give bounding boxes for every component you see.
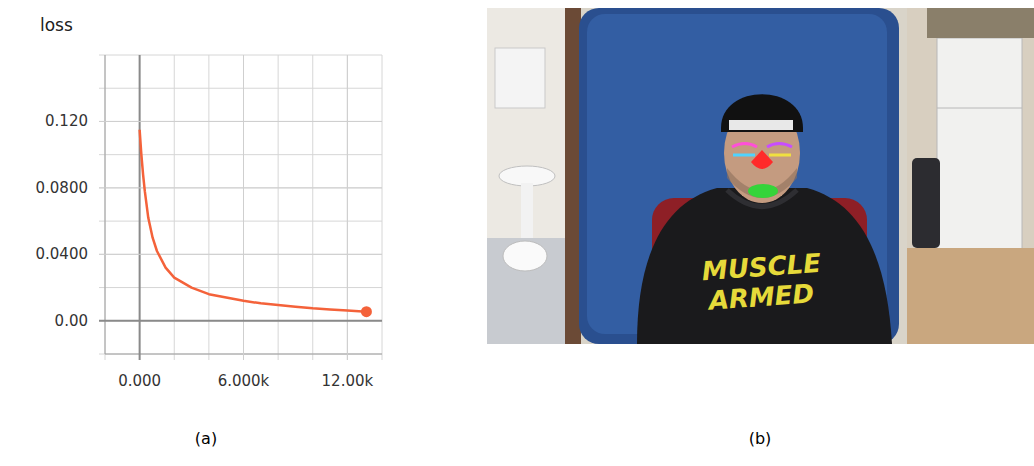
axis-frame-left: [105, 55, 106, 354]
grid-line-y: [99, 320, 382, 321]
grid-line-y: [99, 88, 382, 89]
x-tick: [139, 55, 141, 360]
y-tick: [99, 320, 382, 322]
panel-label: (b): [749, 429, 772, 448]
cap: [721, 94, 803, 132]
landmark-mouth: [748, 184, 778, 198]
grid-line-y: [99, 254, 382, 255]
floor: [907, 248, 1034, 344]
marks: [140, 130, 372, 317]
chart-title: loss: [40, 15, 73, 35]
grid-line-x: [278, 55, 279, 360]
shirt-text: ARMED: [706, 278, 815, 315]
grid-line-x: [208, 55, 209, 360]
grid-line-x: [382, 55, 383, 360]
x-tick: [347, 55, 348, 360]
cabinet: [495, 48, 545, 108]
y-tick: [99, 254, 382, 255]
loss-line: [140, 130, 367, 312]
y-tick: [99, 187, 382, 188]
photo: MUSCLEARMED: [487, 8, 1034, 344]
x-tick-label: 6.000k: [218, 372, 270, 390]
grid-line-x: [105, 55, 106, 360]
landmark-eye-left: [733, 154, 755, 157]
fridge-door: [937, 108, 1022, 109]
suitcase: [912, 158, 940, 248]
x-tick-label: 0.000: [118, 372, 161, 390]
y-tick-label: 0.120: [45, 112, 88, 130]
door-frame: [565, 8, 581, 344]
wall: [487, 8, 1034, 344]
grid-line-x: [174, 55, 175, 360]
y-tick-label: 0.0800: [36, 179, 89, 197]
grid-line-x: [347, 55, 348, 360]
end-marker: [361, 306, 372, 317]
shelf: [927, 8, 1034, 38]
panel-label: (a): [195, 429, 217, 448]
backdrop: [579, 8, 899, 344]
landmark-nose: [751, 150, 773, 169]
bathroom-floor: [487, 238, 567, 344]
landmark-brow-left: [732, 144, 757, 148]
y-tick-label: 0.0400: [36, 245, 89, 263]
hoodie: [637, 188, 892, 344]
bathroom: [487, 8, 567, 344]
grid-line-y: [99, 287, 382, 288]
grid-line-y: [99, 187, 382, 188]
grid: [99, 55, 382, 360]
grid-line-y: [99, 55, 382, 56]
x-tick-label: 12.00k: [322, 372, 374, 390]
beard: [727, 168, 797, 198]
fridge: [937, 38, 1022, 253]
grid-line-y: [99, 221, 382, 222]
landmark-eye-right: [769, 154, 791, 157]
grid-line-x: [312, 55, 313, 360]
grid-line-y: [99, 121, 382, 122]
y-tick-label: 0.00: [55, 312, 88, 330]
figure: loss 0.000 6.000k 12.00k 0.00 0.0400 0.0800 0.1…: [0, 0, 1034, 466]
cap-band: [729, 120, 793, 130]
x-tick: [243, 55, 244, 360]
chart-card: [8, 8, 404, 402]
room-right: [907, 8, 1034, 344]
y-tick: [99, 121, 382, 122]
grid-line-x: [243, 55, 244, 360]
grid-line-y: [99, 354, 382, 355]
grid-line-x: [139, 55, 140, 360]
sink-stand: [521, 183, 533, 238]
toilet: [503, 241, 547, 271]
landmark-brow-right: [767, 144, 792, 148]
